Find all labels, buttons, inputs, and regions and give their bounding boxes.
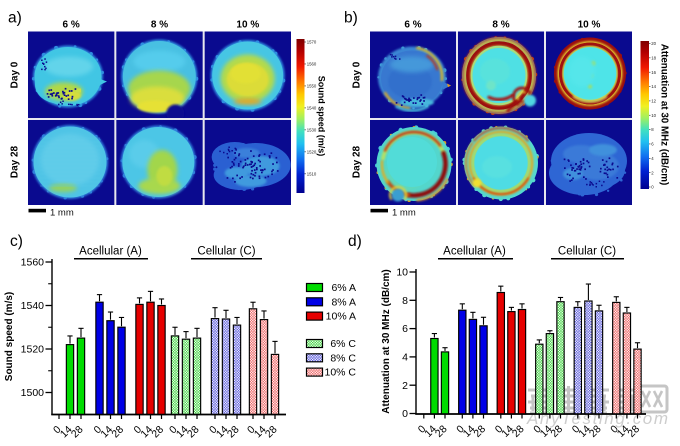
svg-text:1510: 1510 bbox=[307, 171, 317, 176]
svg-text:Sound speed (m/s): Sound speed (m/s) bbox=[317, 76, 327, 157]
svg-text:10: 10 bbox=[651, 113, 656, 118]
svg-text:1520: 1520 bbox=[21, 344, 45, 356]
svg-text:1530: 1530 bbox=[307, 127, 317, 132]
svg-text:10 %: 10 % bbox=[578, 20, 601, 31]
svg-text:8: 8 bbox=[651, 127, 654, 132]
svg-text:1 mm: 1 mm bbox=[50, 207, 74, 218]
svg-text:20: 20 bbox=[651, 41, 656, 46]
svg-text:Sound speed (m/s): Sound speed (m/s) bbox=[4, 292, 15, 381]
svg-text:10% A: 10% A bbox=[326, 311, 356, 323]
svg-text:12: 12 bbox=[651, 99, 656, 104]
svg-text:1540: 1540 bbox=[307, 106, 317, 111]
svg-text:1520: 1520 bbox=[307, 149, 317, 154]
svg-text:Cellular (C): Cellular (C) bbox=[197, 246, 255, 258]
svg-text:10: 10 bbox=[396, 267, 408, 279]
svg-text:6% C: 6% C bbox=[330, 338, 356, 350]
svg-text:8% C: 8% C bbox=[330, 352, 356, 364]
svg-text:10% C: 10% C bbox=[324, 367, 356, 379]
svg-text:Attenuation at 30 MHz (dB/cm): Attenuation at 30 MHz (dB/cm) bbox=[381, 269, 392, 413]
svg-text:6 %: 6 % bbox=[63, 20, 80, 31]
svg-text:Acellular (A): Acellular (A) bbox=[443, 246, 506, 258]
svg-text:Day 28: Day 28 bbox=[352, 145, 363, 178]
svg-text:8% A: 8% A bbox=[331, 296, 356, 308]
svg-text:8: 8 bbox=[402, 295, 408, 307]
svg-text:Cellular (C): Cellular (C) bbox=[558, 246, 616, 258]
svg-text:Acellular (A): Acellular (A) bbox=[79, 246, 142, 258]
svg-text:c): c) bbox=[10, 233, 23, 250]
svg-text:2: 2 bbox=[651, 170, 654, 175]
svg-text:1550: 1550 bbox=[307, 84, 317, 89]
svg-text:6: 6 bbox=[651, 142, 654, 147]
svg-text:16: 16 bbox=[651, 70, 656, 75]
svg-text:8 %: 8 % bbox=[492, 20, 509, 31]
svg-text:1560: 1560 bbox=[307, 62, 317, 67]
svg-text:14: 14 bbox=[651, 84, 656, 89]
svg-text:Day 28: Day 28 bbox=[10, 145, 21, 178]
svg-text:6 %: 6 % bbox=[404, 20, 421, 31]
svg-text:18: 18 bbox=[651, 55, 656, 60]
svg-text:0: 0 bbox=[651, 185, 654, 190]
svg-text:d): d) bbox=[348, 233, 362, 250]
svg-text:1540: 1540 bbox=[21, 300, 45, 312]
svg-text:a): a) bbox=[8, 10, 22, 27]
svg-text:Day 0: Day 0 bbox=[352, 61, 363, 88]
svg-text:10 %: 10 % bbox=[236, 20, 259, 31]
svg-text:1570: 1570 bbox=[307, 40, 317, 45]
svg-text:1560: 1560 bbox=[21, 257, 45, 269]
svg-text:2: 2 bbox=[402, 380, 408, 392]
svg-text:4: 4 bbox=[651, 156, 654, 161]
svg-text:6% A: 6% A bbox=[331, 282, 356, 294]
svg-text:Attenuation at 30 MHz (dB/cm): Attenuation at 30 MHz (dB/cm) bbox=[659, 44, 670, 186]
svg-text:1 mm: 1 mm bbox=[392, 207, 416, 218]
svg-text:8 %: 8 % bbox=[151, 20, 168, 31]
svg-text:b): b) bbox=[344, 10, 358, 27]
svg-text:6: 6 bbox=[402, 323, 408, 335]
svg-text:0: 0 bbox=[402, 408, 408, 420]
svg-text:1500: 1500 bbox=[21, 387, 45, 399]
svg-text:Day 0: Day 0 bbox=[10, 61, 21, 88]
svg-text:4: 4 bbox=[402, 352, 408, 364]
